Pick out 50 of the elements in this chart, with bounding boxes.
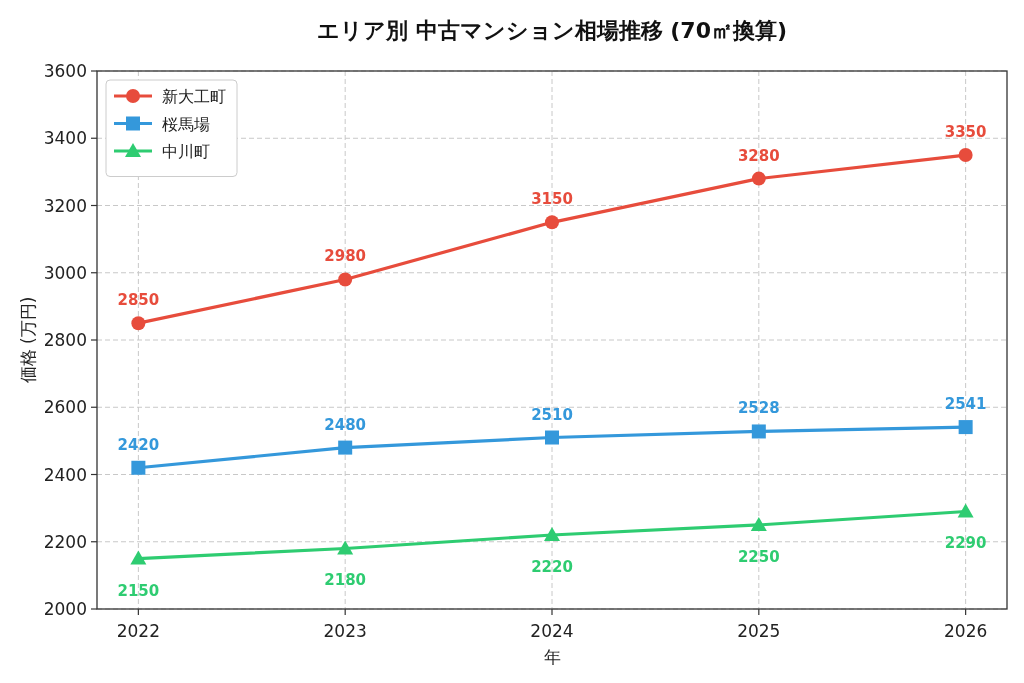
- y-tick-label: 2000: [43, 599, 87, 619]
- y-tick-label: 2400: [43, 464, 87, 485]
- legend-label: 桜馬場: [162, 114, 210, 134]
- legend-label: 中川町: [162, 142, 210, 161]
- y-tick-label: 2200: [43, 531, 87, 552]
- data-label: 2480: [324, 415, 367, 434]
- y-tick-label: 2600: [43, 397, 87, 418]
- point: [337, 540, 354, 555]
- data-label: 3350: [944, 123, 987, 142]
- y-tick-label: 2800: [43, 330, 87, 350]
- point: [338, 440, 353, 455]
- point: [544, 527, 560, 542]
- y-tick-label: 3400: [43, 128, 87, 149]
- x-tick-label: 2026: [944, 621, 988, 641]
- x-tick-label: 2025: [737, 621, 781, 641]
- point: [958, 420, 973, 435]
- point: [130, 550, 147, 565]
- data-label: 2220: [531, 558, 573, 577]
- point: [751, 171, 766, 186]
- y-tick-label: 3200: [43, 195, 87, 216]
- point: [545, 215, 559, 230]
- y-axis-title: 価格 (万円): [18, 296, 38, 384]
- data-label: 2150: [117, 581, 160, 600]
- chart-title: エリア別 中古マンション相場推移 (70㎡換算): [316, 18, 788, 43]
- x-tick-label: 2024: [530, 621, 574, 641]
- legend-label: 新大工町: [162, 87, 226, 106]
- data-label: 2528: [737, 399, 780, 418]
- data-label: 2290: [944, 534, 987, 553]
- x-tick-label: 2023: [323, 621, 367, 641]
- data-label: 2510: [531, 405, 573, 424]
- data-label: 2850: [117, 291, 160, 310]
- point: [338, 272, 353, 287]
- data-label: 2980: [324, 247, 367, 266]
- point: [957, 503, 974, 518]
- point: [958, 148, 973, 163]
- point: [131, 316, 146, 331]
- point: [131, 460, 146, 475]
- data-label: 2180: [324, 571, 367, 590]
- point: [545, 430, 559, 445]
- data-label: 3280: [737, 146, 780, 165]
- data-label: 2420: [117, 435, 160, 454]
- x-tick-label: 2022: [116, 621, 160, 641]
- data-label: 3150: [531, 190, 573, 209]
- x-axis-title: 年: [543, 647, 561, 667]
- data-label: 2250: [737, 547, 780, 566]
- data-label: 2541: [944, 395, 987, 414]
- point: [750, 516, 767, 531]
- y-tick-label: 3000: [43, 262, 87, 283]
- y-tick-label: 3600: [43, 61, 87, 81]
- point: [751, 424, 766, 439]
